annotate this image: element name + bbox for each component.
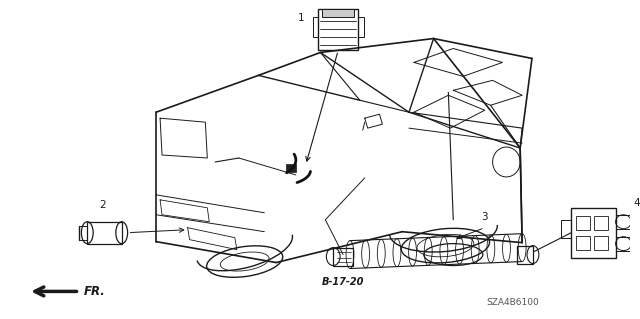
FancyBboxPatch shape bbox=[323, 9, 354, 17]
Text: 3: 3 bbox=[481, 212, 488, 222]
Text: 1: 1 bbox=[298, 13, 305, 23]
FancyBboxPatch shape bbox=[286, 164, 296, 172]
Text: FR.: FR. bbox=[83, 285, 105, 298]
Text: 4: 4 bbox=[634, 198, 640, 208]
Text: B-17-20: B-17-20 bbox=[322, 278, 364, 287]
Text: SZA4B6100: SZA4B6100 bbox=[486, 298, 539, 307]
Text: 2: 2 bbox=[100, 200, 106, 210]
